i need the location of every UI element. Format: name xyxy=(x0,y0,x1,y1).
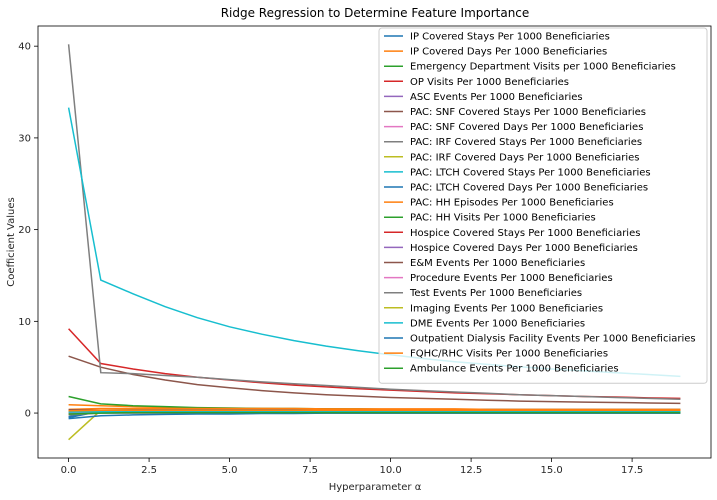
legend-entry-2: IP Covered Days Per 1000 Beneficiaries xyxy=(410,47,607,58)
legend-entry-8: PAC: IRF Covered Stays Per 1000 Benefici… xyxy=(410,137,642,148)
x-tick-label: 7.5 xyxy=(302,465,318,476)
legend-entry-16: E&M Events Per 1000 Beneficiaries xyxy=(410,258,585,269)
chart-title: Ridge Regression to Determine Feature Im… xyxy=(221,6,530,20)
y-tick-label: 10 xyxy=(18,317,31,328)
legend-entry-17: Procedure Events Per 1000 Beneficiaries xyxy=(410,273,613,284)
legend-entry-21: Outpatient Dialysis Facility Events Per … xyxy=(410,334,696,345)
x-tick-label: 0.0 xyxy=(61,465,77,476)
legend-entry-9: PAC: IRF Covered Days Per 1000 Beneficia… xyxy=(410,152,640,163)
y-tick-label: 0 xyxy=(25,409,31,420)
series-lines xyxy=(67,44,681,441)
x-tick-label: 17.5 xyxy=(621,465,643,476)
y-axis-label: Coefficient Values xyxy=(6,197,17,286)
legend-entry-5: ASC Events Per 1000 Beneficiaries xyxy=(410,92,583,103)
series-line-8 xyxy=(67,44,681,401)
legend-entry-22: FQHC/RHC Visits Per 1000 Beneficiaries xyxy=(410,349,608,360)
x-tick-label: 12.5 xyxy=(460,465,482,476)
legend-entry-7: PAC: SNF Covered Days Per 1000 Beneficia… xyxy=(410,122,643,133)
y-axis: 0 10 20 30 40 xyxy=(18,42,38,420)
legend-entry-23: Ambulance Events Per 1000 Beneficiaries xyxy=(410,364,619,375)
y-tick-label: 20 xyxy=(18,225,31,236)
plot-border xyxy=(37,25,712,459)
legend-box xyxy=(378,27,708,384)
series-line-12 xyxy=(68,407,681,411)
series-line-22 xyxy=(68,409,681,412)
x-tick-label: 5.0 xyxy=(222,465,238,476)
legend-entry-4: OP Visits Per 1000 Beneficiaries xyxy=(410,77,569,88)
series-line-6 xyxy=(68,355,681,405)
legend-entry-6: PAC: SNF Covered Stays Per 1000 Benefici… xyxy=(410,107,646,118)
x-tick-label: 15.0 xyxy=(540,465,562,476)
legend-entry-19: Imaging Events Per 1000 Beneficiaries xyxy=(410,303,603,314)
legend-entry-11: PAC: LTCH Covered Days Per 1000 Benefici… xyxy=(410,183,648,194)
legend-entry-13: PAC: HH Visits Per 1000 Beneficiaries xyxy=(410,213,596,224)
y-tick-label: 40 xyxy=(18,42,31,53)
legend-entry-10: PAC: LTCH Covered Stays Per 1000 Benefic… xyxy=(410,167,651,178)
x-tick-label: 10.0 xyxy=(379,465,401,476)
legend-entry-1: IP Covered Stays Per 1000 Beneficiaries xyxy=(410,32,610,43)
legend-entry-3: Emergency Department Visits per 1000 Ben… xyxy=(410,62,676,73)
x-axis: 0.0 2.5 5.0 7.5 10.0 12.5 15.0 17.5 xyxy=(61,458,643,476)
legend-entry-18: Test Events Per 1000 Beneficiaries xyxy=(409,288,582,299)
y-tick-label: 30 xyxy=(18,133,31,144)
legend-entry-14: Hospice Covered Stays Per 1000 Beneficia… xyxy=(410,228,640,239)
legend-entry-20: DME Events Per 1000 Beneficiaries xyxy=(410,318,585,329)
legend-entry-12: PAC: HH Episodes Per 1000 Beneficiaries xyxy=(410,198,614,209)
x-axis-label: Hyperparameter α xyxy=(329,482,422,493)
legend-entry-15: Hospice Covered Days Per 1000 Beneficiar… xyxy=(410,243,638,254)
series-line-23 xyxy=(68,411,681,415)
x-tick-label: 2.5 xyxy=(141,465,157,476)
legend: IP Covered Stays Per 1000 Beneficiaries I… xyxy=(378,27,708,384)
